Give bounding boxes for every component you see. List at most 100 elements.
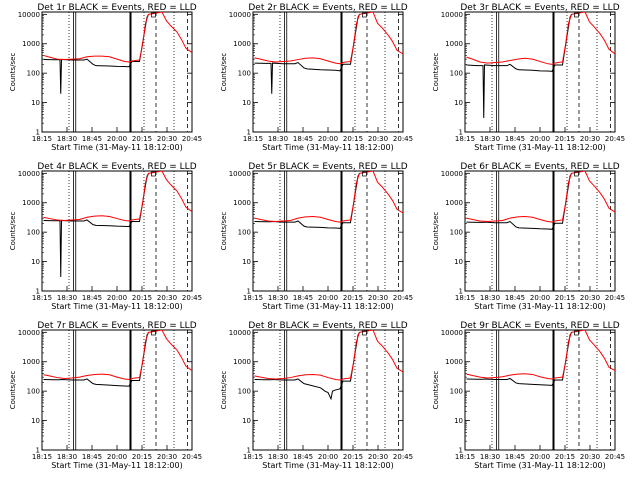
panel-det-4: Det 4r BLACK = Events, RED = LLD 1 10 100 10…	[9, 162, 202, 311]
y-tick-label: 100	[450, 70, 463, 78]
y-tick-label: 1000	[22, 40, 40, 48]
y-tick-label: 10000	[441, 170, 463, 178]
panel-det-7: Det 7r BLACK = Events, RED = LLD 1 10 100 10…	[9, 321, 202, 470]
y-tick-label: 1000	[445, 358, 463, 366]
y-tick-label: 10	[31, 99, 40, 107]
y-axis-label: Counts/sec	[220, 371, 228, 410]
x-tick-label: 20:15	[343, 294, 363, 302]
x-tick-label: 20:00	[107, 294, 127, 302]
y-tick-label: 1	[247, 288, 251, 296]
x-axis-label: Start Time (31-May-11 18:12:00)	[474, 461, 605, 470]
y-axis-label: Counts/sec	[220, 53, 228, 92]
x-tick-label: 20:15	[132, 135, 152, 143]
x-tick-label: 20:00	[318, 453, 338, 461]
x-axis-label: Start Time (31-May-11 18:12:00)	[51, 461, 182, 470]
x-tick-label: 20:30	[368, 294, 388, 302]
y-tick-label: 10000	[18, 170, 40, 178]
y-tick-label: 10000	[441, 329, 463, 337]
y-tick-label: 10	[242, 417, 251, 425]
x-tick-label: 20:30	[368, 135, 388, 143]
y-tick-label: 1	[36, 447, 40, 455]
panel-title: Det 1r BLACK = Events, RED = LLD	[37, 3, 196, 13]
x-tick-label: 20:00	[530, 294, 550, 302]
y-tick-label: 10	[454, 258, 463, 266]
x-tick-label: 20:30	[368, 453, 388, 461]
y-tick-label: 10000	[441, 11, 463, 19]
y-tick-label: 100	[27, 229, 40, 237]
y-tick-label: 100	[450, 229, 463, 237]
peak-marker	[574, 12, 579, 18]
x-tick-label: 20:15	[132, 294, 152, 302]
peak-marker	[574, 330, 579, 336]
x-tick-label: 20:15	[555, 453, 575, 461]
x-tick-label: 18:45	[293, 453, 313, 461]
panel-title: Det 6r BLACK = Events, RED = LLD	[460, 162, 619, 172]
y-tick-label: 10	[454, 417, 463, 425]
panel-det-2: Det 2r BLACK = Events, RED = LLD 1 10 100 10…	[220, 3, 413, 152]
x-axis-label: Start Time (31-May-11 18:12:00)	[474, 302, 605, 311]
y-axis-label: Counts/sec	[432, 212, 440, 251]
x-tick-label: 18:30	[480, 453, 500, 461]
panel-title: Det 4r BLACK = Events, RED = LLD	[37, 162, 196, 172]
x-tick-label: 18:30	[57, 135, 77, 143]
x-tick-label: 18:30	[480, 135, 500, 143]
panel-title: Det 7r BLACK = Events, RED = LLD	[37, 321, 196, 331]
y-tick-label: 100	[238, 70, 251, 78]
series-events-line	[254, 14, 360, 94]
x-tick-label: 18:45	[505, 453, 525, 461]
x-tick-label: 20:30	[157, 453, 177, 461]
y-tick-label: 1	[36, 288, 40, 296]
peak-marker	[151, 330, 156, 336]
y-axis-label: Counts/sec	[432, 53, 440, 92]
x-tick-label: 18:45	[82, 135, 102, 143]
y-tick-label: 1	[459, 288, 463, 296]
x-tick-label: 18:15	[32, 294, 52, 302]
y-axis-label: Counts/sec	[9, 371, 17, 410]
panel-title: Det 2r BLACK = Events, RED = LLD	[248, 3, 407, 13]
x-tick-label: 20:45	[393, 294, 413, 302]
y-tick-label: 1000	[233, 40, 251, 48]
series-events-line	[43, 173, 149, 277]
series-lld-line	[466, 12, 615, 65]
x-tick-label: 18:30	[268, 135, 288, 143]
x-tick-label: 20:30	[580, 453, 600, 461]
series-lld-line	[254, 12, 403, 65]
y-tick-label: 10000	[229, 329, 251, 337]
series-lld-line	[43, 12, 192, 63]
panel-grid: Det 1r BLACK = Events, RED = LLD 1 10 100 10…	[9, 3, 625, 470]
x-tick-label: 20:00	[318, 294, 338, 302]
panel-det-3: Det 3r BLACK = Events, RED = LLD 1 10 100 10…	[432, 3, 625, 152]
panel-title: Det 9r BLACK = Events, RED = LLD	[460, 321, 619, 331]
x-tick-label: 18:45	[293, 135, 313, 143]
x-tick-label: 20:00	[530, 453, 550, 461]
x-tick-label: 20:00	[107, 453, 127, 461]
y-tick-label: 100	[27, 388, 40, 396]
y-tick-label: 1000	[445, 40, 463, 48]
x-tick-label: 18:15	[243, 294, 263, 302]
x-tick-label: 18:30	[57, 453, 77, 461]
series-events-line	[466, 332, 572, 386]
y-tick-label: 1	[247, 447, 251, 455]
panel-det-9: Det 9r BLACK = Events, RED = LLD 1 10 100 10…	[432, 321, 625, 470]
series-lld-line	[254, 330, 403, 381]
x-tick-label: 18:30	[268, 453, 288, 461]
x-tick-label: 18:45	[82, 294, 102, 302]
y-axis-label: Counts/sec	[9, 212, 17, 251]
x-tick-label: 18:45	[505, 135, 525, 143]
x-tick-label: 18:30	[57, 294, 77, 302]
y-tick-label: 10000	[18, 329, 40, 337]
peak-marker	[574, 171, 579, 177]
y-tick-label: 1000	[233, 199, 251, 207]
x-tick-label: 20:30	[157, 294, 177, 302]
x-tick-label: 20:30	[580, 135, 600, 143]
x-tick-label: 20:45	[182, 453, 202, 461]
panel-det-8: Det 8r BLACK = Events, RED = LLD 1 10 100 10…	[220, 321, 413, 470]
x-tick-label: 20:45	[605, 135, 625, 143]
y-tick-label: 10	[31, 417, 40, 425]
x-tick-label: 18:15	[32, 135, 52, 143]
x-tick-label: 18:15	[455, 135, 475, 143]
x-tick-label: 20:45	[605, 294, 625, 302]
x-tick-label: 18:30	[268, 294, 288, 302]
y-axis-label: Counts/sec	[9, 53, 17, 92]
